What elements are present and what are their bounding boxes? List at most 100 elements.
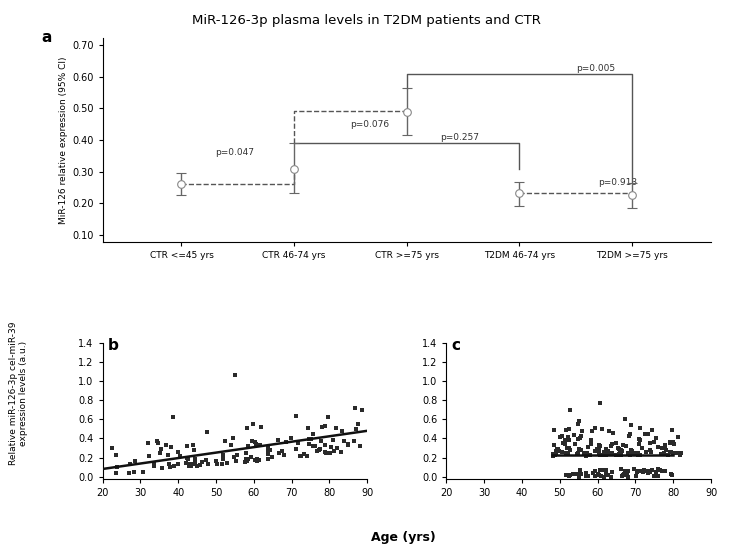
Point bbox=[319, 448, 331, 456]
Point bbox=[548, 441, 560, 449]
Point bbox=[605, 441, 617, 450]
Point bbox=[652, 465, 664, 474]
Point bbox=[594, 470, 605, 479]
Point bbox=[312, 446, 323, 455]
Point bbox=[600, 470, 612, 478]
Point bbox=[572, 469, 583, 478]
Point bbox=[319, 441, 331, 450]
Point bbox=[631, 468, 643, 476]
Point bbox=[622, 466, 634, 475]
Point bbox=[600, 466, 611, 475]
Point bbox=[646, 448, 658, 456]
Point bbox=[646, 426, 658, 434]
Point bbox=[184, 459, 196, 468]
Point bbox=[623, 431, 635, 440]
Point bbox=[167, 413, 179, 422]
Point bbox=[614, 449, 625, 458]
Point bbox=[630, 472, 642, 481]
Point bbox=[600, 444, 612, 453]
Point bbox=[307, 429, 319, 438]
Point bbox=[575, 432, 586, 441]
Point bbox=[634, 424, 646, 432]
Point bbox=[644, 467, 656, 476]
Point bbox=[600, 451, 612, 460]
Point bbox=[249, 437, 261, 446]
Point bbox=[598, 472, 610, 481]
Point bbox=[592, 470, 603, 478]
Point bbox=[185, 462, 197, 471]
Point bbox=[181, 454, 193, 463]
Point bbox=[290, 444, 302, 453]
Point bbox=[188, 458, 200, 467]
Point bbox=[652, 442, 664, 451]
Point bbox=[660, 443, 671, 452]
Point bbox=[620, 442, 632, 451]
Point bbox=[619, 415, 631, 424]
Point bbox=[597, 424, 608, 433]
Point bbox=[626, 448, 638, 457]
Point bbox=[152, 439, 163, 448]
Point bbox=[640, 448, 652, 456]
Point bbox=[315, 437, 327, 446]
Point bbox=[174, 451, 186, 460]
Point bbox=[603, 447, 614, 455]
Point bbox=[648, 438, 660, 447]
Point bbox=[225, 441, 237, 449]
Point bbox=[589, 423, 600, 432]
Point bbox=[593, 441, 605, 449]
Point bbox=[644, 446, 656, 454]
Point bbox=[662, 451, 674, 460]
Point bbox=[164, 463, 176, 471]
Point bbox=[188, 446, 199, 454]
Point bbox=[664, 448, 676, 456]
Point bbox=[191, 461, 202, 470]
Point bbox=[582, 442, 594, 451]
Point bbox=[350, 425, 361, 433]
Point bbox=[650, 433, 662, 442]
Point bbox=[628, 465, 640, 474]
Point bbox=[154, 449, 166, 458]
Point bbox=[638, 465, 650, 474]
Point bbox=[556, 439, 568, 448]
Point bbox=[148, 461, 160, 470]
Point bbox=[638, 467, 649, 476]
Point bbox=[586, 435, 597, 444]
Point bbox=[581, 472, 593, 481]
Point bbox=[320, 448, 331, 457]
Point bbox=[202, 460, 214, 469]
Point bbox=[325, 443, 337, 452]
Point bbox=[253, 455, 265, 464]
Point bbox=[593, 445, 605, 454]
Point bbox=[547, 450, 559, 459]
Point bbox=[625, 420, 637, 429]
Point bbox=[111, 450, 122, 459]
Point bbox=[240, 457, 252, 466]
Point bbox=[616, 446, 627, 455]
Text: p=0.913: p=0.913 bbox=[598, 178, 638, 187]
Point bbox=[607, 467, 619, 476]
Point bbox=[611, 438, 622, 447]
Point bbox=[592, 444, 603, 453]
Point bbox=[614, 448, 626, 456]
Point bbox=[262, 444, 274, 453]
Point bbox=[655, 450, 667, 459]
Point bbox=[575, 427, 587, 436]
Point bbox=[183, 460, 195, 469]
Point bbox=[180, 459, 192, 468]
Point bbox=[660, 446, 672, 455]
Point bbox=[563, 444, 575, 453]
Point bbox=[290, 445, 302, 454]
Point bbox=[262, 446, 273, 455]
Point bbox=[652, 471, 664, 480]
Text: c: c bbox=[452, 338, 461, 353]
Text: p=0.257: p=0.257 bbox=[441, 133, 479, 141]
Point bbox=[246, 437, 258, 446]
Point bbox=[125, 460, 136, 469]
Point bbox=[629, 448, 641, 457]
Point bbox=[228, 452, 240, 461]
Point bbox=[563, 425, 575, 433]
Point bbox=[303, 424, 314, 433]
Point bbox=[633, 439, 645, 448]
Point bbox=[218, 450, 229, 459]
Point bbox=[200, 455, 212, 464]
